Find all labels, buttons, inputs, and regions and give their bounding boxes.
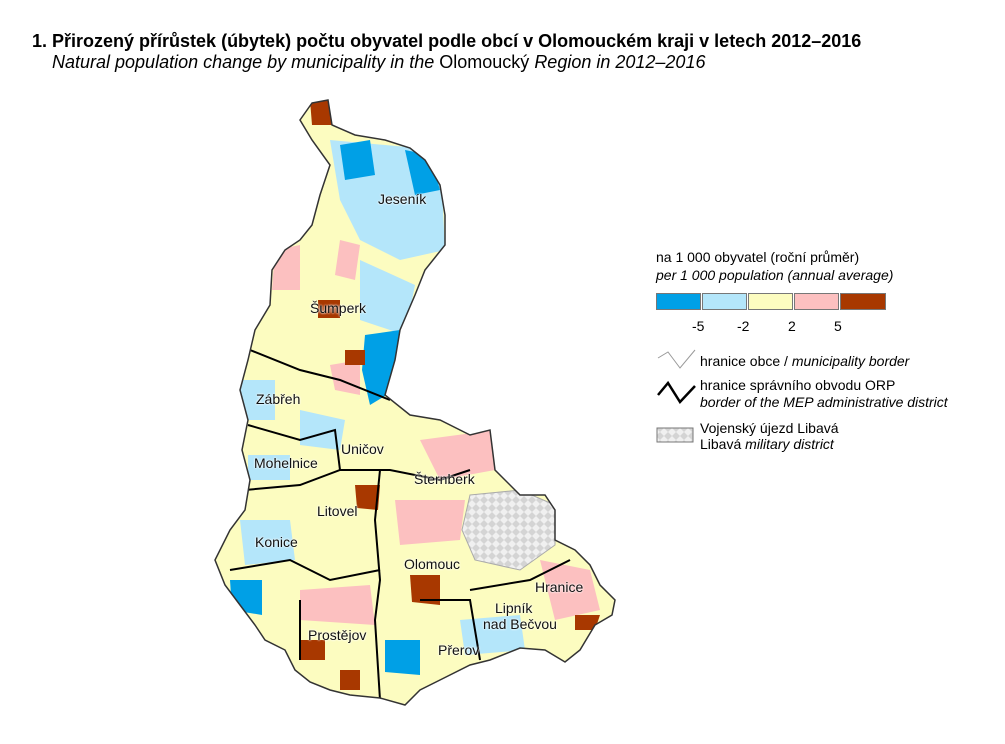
military-district-legend-icon xyxy=(656,427,694,443)
legend-heading-en: per 1 000 population (annual average) xyxy=(656,267,894,283)
city-label: Jeseník xyxy=(378,191,427,207)
legend-swatch-2-5 xyxy=(794,293,839,310)
city-label: Litovel xyxy=(317,503,358,519)
municipality xyxy=(318,300,340,318)
legend-military-en-italic: military district xyxy=(745,436,834,452)
municipality xyxy=(248,455,290,480)
municipality xyxy=(345,350,365,365)
municipality xyxy=(240,520,295,565)
municipality xyxy=(360,260,415,335)
city-label: Hranice xyxy=(535,579,584,595)
subtitle-region: Olomoucký xyxy=(439,52,530,72)
legend-heading: na 1 000 obyvatel (roční průměr) xyxy=(656,249,860,265)
city-label: Prostějov xyxy=(308,627,367,643)
city-label: Šumperk xyxy=(310,300,367,316)
city-label: Šternberk xyxy=(414,471,475,487)
municipality xyxy=(355,485,380,510)
subtitle-en-1: Natural population change by municipalit… xyxy=(52,52,435,72)
city-label: Přerov xyxy=(438,642,480,658)
legend-municipality-border-cz: hranice obce / xyxy=(700,353,788,369)
municipality xyxy=(575,615,600,630)
subtitle-en-2: Region in 2012–2016 xyxy=(534,52,706,72)
city-label: Konice xyxy=(255,534,298,550)
municipality xyxy=(420,430,495,480)
municipality xyxy=(300,585,375,625)
legend-swatch-lt-5 xyxy=(656,293,701,310)
legend-military-en-regular: Libavá xyxy=(700,436,742,452)
legend-municipality-border-en: municipality border xyxy=(791,353,910,369)
legend-mep-border-en: border of the MEP administrative distric… xyxy=(700,394,948,410)
mep-district-borders xyxy=(229,349,571,701)
legend-swatch-5-2 xyxy=(702,293,747,310)
city-label: nad Bečvou xyxy=(483,616,557,632)
map-subtitle: Natural population change by municipalit… xyxy=(52,52,705,73)
municipality xyxy=(330,360,360,395)
city-label: Uničov xyxy=(341,441,384,457)
map-title: 1. Přirozený přírůstek (úbytek) počtu ob… xyxy=(32,31,862,51)
municipality xyxy=(410,575,440,605)
legend-swatch-2-2 xyxy=(748,293,793,310)
municipality xyxy=(310,100,332,125)
mep-border-legend-icon xyxy=(657,380,696,405)
municipality xyxy=(340,670,360,690)
legend-mep-border-cz: hranice správního obvodu ORP xyxy=(700,377,896,393)
legend-break: 5 xyxy=(834,318,842,334)
legend-break: 2 xyxy=(788,318,796,334)
legend-break: -2 xyxy=(737,318,750,334)
municipality xyxy=(460,615,525,655)
municipality xyxy=(340,140,375,180)
municipality xyxy=(385,640,420,675)
city-label: Zábřeh xyxy=(256,391,301,407)
municipality xyxy=(540,560,600,620)
legend-municipality-border: hranice obce / municipality border xyxy=(700,353,909,369)
legend-break: -5 xyxy=(692,318,705,334)
city-label: Lipník xyxy=(495,600,533,616)
legend-military-en: Libavá military district xyxy=(700,436,834,452)
legend-military-cz: Vojenský újezd Libavá xyxy=(700,420,839,436)
municipality xyxy=(335,240,360,280)
municipality xyxy=(300,640,325,660)
municipality xyxy=(395,500,465,545)
municipality xyxy=(272,245,300,290)
municipality xyxy=(362,330,400,405)
city-label: Olomouc xyxy=(404,556,461,572)
municipality xyxy=(240,380,275,420)
municipality xyxy=(300,410,345,450)
legend-swatch-gt-5 xyxy=(840,293,886,310)
municipality-border-legend-icon xyxy=(657,349,696,369)
city-label: Mohelnice xyxy=(254,455,318,471)
